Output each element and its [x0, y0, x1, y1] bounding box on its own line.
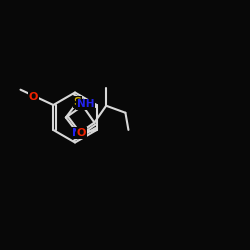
Text: NH: NH: [77, 100, 94, 110]
Text: N: N: [72, 128, 81, 138]
Text: O: O: [29, 92, 38, 102]
Text: S: S: [74, 97, 82, 107]
Text: O: O: [76, 128, 86, 138]
